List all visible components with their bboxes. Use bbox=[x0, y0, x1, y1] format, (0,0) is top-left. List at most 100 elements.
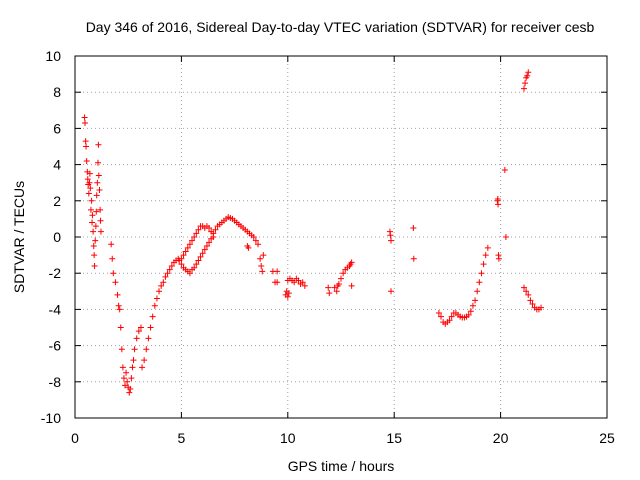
data-point bbox=[206, 224, 213, 231]
data-point bbox=[89, 219, 96, 226]
data-point bbox=[86, 179, 93, 186]
data-point bbox=[410, 255, 417, 262]
data-point bbox=[91, 262, 98, 269]
data-point bbox=[114, 291, 121, 298]
data-point bbox=[90, 228, 97, 235]
data-point bbox=[128, 375, 135, 382]
y-tick-label: -10 bbox=[41, 410, 61, 426]
data-point bbox=[95, 172, 102, 179]
data-point bbox=[212, 226, 219, 233]
data-point bbox=[164, 270, 171, 277]
data-point bbox=[388, 237, 395, 244]
data-point bbox=[274, 268, 281, 275]
data-point bbox=[285, 290, 292, 297]
data-point bbox=[145, 335, 152, 342]
data-point bbox=[158, 282, 165, 289]
data-point bbox=[201, 246, 208, 253]
data-point bbox=[474, 288, 481, 295]
grid-lines bbox=[75, 56, 607, 418]
data-point bbox=[95, 141, 102, 148]
x-tick-label: 5 bbox=[178, 430, 186, 446]
data-point bbox=[326, 290, 333, 297]
data-point bbox=[193, 261, 200, 268]
data-point bbox=[118, 346, 125, 353]
data-point bbox=[123, 369, 130, 376]
y-tick-label: 0 bbox=[53, 229, 61, 245]
data-point bbox=[284, 293, 291, 300]
y-tick-label: 6 bbox=[53, 120, 61, 136]
data-point bbox=[129, 364, 136, 371]
data-point bbox=[484, 244, 491, 251]
data-point bbox=[153, 295, 160, 302]
data-point bbox=[387, 232, 394, 239]
data-point bbox=[116, 306, 123, 313]
y-axis-label: SDTVAR / TECUs bbox=[11, 181, 27, 293]
data-point bbox=[93, 208, 100, 215]
y-tick-label: 4 bbox=[53, 157, 61, 173]
chart-title: Day 346 of 2016, Sidereal Day-to-day VTE… bbox=[86, 19, 595, 35]
data-point bbox=[137, 324, 144, 331]
data-point bbox=[112, 279, 119, 286]
data-point bbox=[97, 217, 104, 224]
data-point bbox=[81, 114, 88, 121]
data-point bbox=[255, 241, 262, 248]
data-points bbox=[81, 69, 545, 396]
data-point bbox=[295, 277, 302, 284]
data-point bbox=[197, 253, 204, 260]
data-point bbox=[139, 364, 146, 371]
y-tick-label: 8 bbox=[53, 84, 61, 100]
data-point bbox=[250, 234, 257, 240]
data-point bbox=[89, 212, 96, 219]
data-point bbox=[494, 195, 501, 202]
data-point bbox=[259, 268, 266, 275]
data-point bbox=[166, 266, 173, 273]
data-point bbox=[124, 378, 131, 385]
data-point bbox=[325, 284, 332, 291]
data-point bbox=[446, 317, 453, 324]
data-point bbox=[109, 255, 116, 262]
x-tick-label: 20 bbox=[493, 430, 509, 446]
data-point bbox=[86, 170, 93, 177]
data-point bbox=[94, 179, 101, 186]
data-point bbox=[435, 310, 442, 317]
data-point bbox=[131, 346, 138, 353]
data-point bbox=[180, 252, 187, 259]
data-point bbox=[448, 313, 455, 320]
data-point bbox=[94, 159, 101, 166]
data-point bbox=[523, 288, 530, 295]
data-point bbox=[162, 273, 169, 280]
data-point bbox=[252, 237, 259, 244]
data-point bbox=[338, 275, 344, 282]
data-point bbox=[335, 281, 342, 288]
data-point bbox=[482, 252, 489, 259]
data-point bbox=[147, 324, 154, 331]
data-point bbox=[110, 270, 117, 277]
data-point bbox=[340, 270, 347, 277]
data-point bbox=[521, 85, 528, 92]
x-axis-label: GPS time / hours bbox=[288, 458, 395, 474]
data-point bbox=[529, 300, 536, 307]
data-point bbox=[126, 389, 133, 396]
data-point bbox=[502, 234, 509, 240]
data-point bbox=[210, 230, 217, 237]
x-tick-labels: 0 5 10 15 20 25 bbox=[71, 430, 615, 446]
data-point bbox=[186, 270, 193, 277]
data-point bbox=[141, 357, 148, 364]
data-point bbox=[208, 235, 215, 242]
x-tick-label: 25 bbox=[599, 430, 615, 446]
data-point bbox=[90, 243, 97, 250]
data-point bbox=[333, 288, 340, 295]
data-point bbox=[97, 206, 104, 213]
data-point bbox=[88, 197, 95, 204]
data-point bbox=[93, 192, 100, 199]
data-point bbox=[538, 304, 545, 311]
data-point bbox=[108, 241, 115, 248]
data-point bbox=[133, 335, 140, 342]
data-point bbox=[501, 167, 508, 174]
data-point bbox=[119, 364, 126, 371]
data-point bbox=[199, 250, 206, 257]
data-point bbox=[469, 302, 476, 309]
x-tick-label: 10 bbox=[280, 430, 296, 446]
y-tick-labels: -10 -8 -6 -4 -2 0 2 4 6 8 10 bbox=[41, 48, 61, 426]
